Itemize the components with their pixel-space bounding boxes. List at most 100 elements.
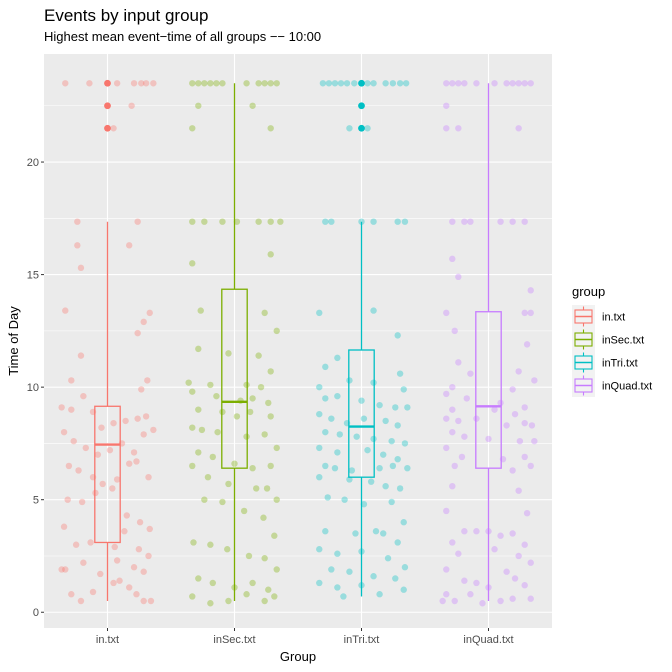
data-point (201, 218, 208, 225)
data-point (461, 577, 468, 584)
data-point (382, 417, 389, 425)
y-tick-label: 10 (27, 382, 39, 394)
data-point (277, 218, 284, 225)
data-point (142, 80, 150, 87)
data-point (271, 532, 278, 539)
data-point (364, 80, 371, 87)
data-point (62, 566, 69, 573)
data-point (225, 597, 232, 605)
data-point (346, 476, 353, 483)
data-point (322, 395, 329, 402)
data-point (451, 462, 458, 470)
data-point (364, 446, 371, 454)
data-point (392, 404, 399, 411)
data-point (455, 550, 462, 557)
data-point (246, 408, 254, 416)
boxes (94, 79, 502, 601)
data-point (189, 593, 196, 600)
data-point (449, 539, 456, 546)
data-point (94, 451, 102, 458)
box-outlier (358, 102, 365, 110)
data-point (527, 559, 534, 566)
data-point (65, 462, 73, 470)
data-point (485, 435, 492, 443)
data-point (376, 464, 383, 472)
data-point (74, 218, 81, 225)
data-point (455, 359, 462, 366)
data-point (322, 462, 329, 470)
data-point (126, 242, 133, 249)
data-point (376, 591, 383, 598)
data-point (195, 80, 202, 87)
data-point (322, 528, 329, 535)
data-point (360, 415, 368, 422)
data-point (261, 80, 268, 87)
data-point (439, 597, 446, 605)
data-point (443, 591, 450, 598)
data-point (263, 485, 271, 492)
data-point (78, 498, 86, 506)
data-point (189, 218, 196, 225)
data-point (209, 453, 216, 461)
data-point (195, 345, 202, 353)
data-point (528, 422, 536, 429)
data-point (207, 600, 214, 607)
data-point (219, 498, 226, 506)
data-point (138, 386, 145, 393)
data-point (267, 462, 274, 470)
data-point (60, 428, 68, 436)
data-point (261, 597, 268, 605)
data-point (249, 102, 256, 109)
data-point (150, 426, 157, 434)
data-point (219, 80, 226, 87)
data-point (352, 530, 359, 537)
data-point (503, 568, 510, 575)
data-point (360, 500, 368, 508)
data-point (198, 426, 206, 434)
data-point (231, 460, 238, 467)
data-point (521, 218, 528, 225)
data-point (89, 588, 97, 596)
data-point (214, 428, 221, 436)
data-point (351, 80, 358, 87)
data-point (396, 80, 404, 87)
data-point (404, 404, 411, 411)
data-point (449, 255, 456, 263)
data-point (145, 552, 152, 560)
data-point (503, 80, 510, 87)
data-point (260, 514, 267, 521)
data-point (201, 80, 208, 87)
data-point (257, 383, 265, 391)
data-point (404, 464, 411, 472)
data-point (527, 462, 534, 470)
data-point (509, 386, 516, 393)
data-point (334, 392, 341, 400)
data-point (461, 80, 468, 87)
data-point (135, 546, 143, 553)
data-point (225, 480, 232, 488)
data-point (130, 564, 138, 571)
data-point (60, 523, 68, 530)
data-point (401, 564, 409, 571)
data-point (503, 422, 510, 429)
data-point (461, 528, 468, 535)
data-point (110, 125, 117, 132)
data-point (521, 541, 528, 548)
data-point (126, 584, 133, 591)
data-point (527, 287, 534, 294)
data-point (521, 419, 528, 427)
data-point (380, 530, 387, 537)
data-point (461, 218, 468, 225)
data-point (449, 218, 456, 225)
data-point (322, 428, 329, 436)
box-outlier (104, 79, 111, 87)
y-axis-title: Time of Day (6, 306, 21, 376)
data-point (443, 444, 450, 452)
legend: group in.txt inSec.txt inTri.txt inQuad.txt (572, 284, 652, 397)
data-point (233, 413, 241, 420)
box-outlier (358, 124, 365, 132)
legend-label: in.txt (602, 312, 625, 324)
data-point (130, 80, 138, 87)
data-point (58, 404, 65, 411)
data-point (240, 507, 248, 515)
